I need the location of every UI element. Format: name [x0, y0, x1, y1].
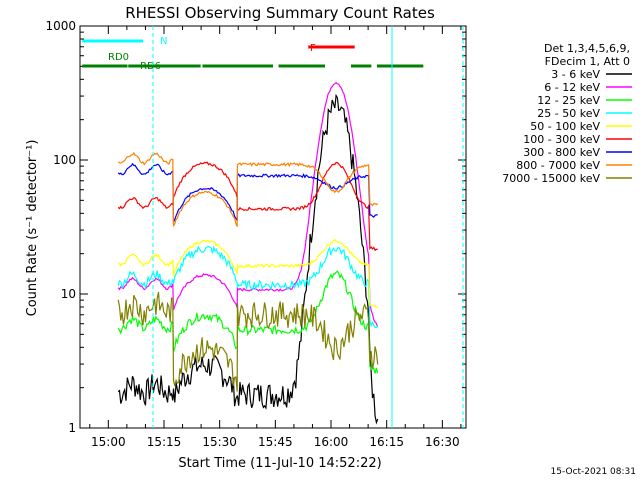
legend-entry-label: 6 - 12 keV	[544, 81, 600, 94]
series-line	[117, 93, 379, 425]
flag-label: F	[310, 43, 316, 54]
flag-layer: N RD0 RD6 F	[82, 26, 464, 428]
y-tick-label: 1	[68, 421, 76, 435]
x-axis-label: Start Time (11-Jul-10 14:52:22)	[178, 456, 381, 471]
legend-header: Det 1,3,4,5,6,9,	[544, 42, 630, 55]
series-line	[117, 245, 379, 329]
series-line	[117, 270, 379, 374]
legend-entry-label: 300 - 800 keV	[523, 146, 600, 159]
x-tick-label: 16:00	[314, 435, 349, 449]
legend-entry-label: 3 - 6 keV	[551, 68, 600, 81]
plot-border	[79, 25, 467, 429]
series-line	[117, 291, 379, 392]
x-tick-label: 15:30	[202, 435, 237, 449]
flag-label: RD0	[108, 52, 129, 63]
y-tick-label: 100	[53, 153, 76, 167]
x-tick-label: 15:15	[147, 435, 182, 449]
legend: Det 1,3,4,5,6,9,FDecim 1, Att 03 - 6 keV…	[502, 42, 632, 185]
flag-label: RD6	[140, 61, 161, 72]
series-line	[117, 162, 378, 223]
chart-title: RHESSI Observing Summary Count Rates	[125, 4, 435, 22]
x-tick-label: 15:00	[91, 435, 126, 449]
footer-date: 15-Oct-2021 08:31	[551, 467, 636, 477]
x-tick-label: 15:45	[258, 435, 293, 449]
legend-entry-label: 100 - 300 keV	[523, 133, 600, 146]
legend-entry-label: 7000 - 15000 keV	[502, 172, 600, 185]
flag-label: N	[160, 36, 167, 47]
y-tick-label: 10	[61, 287, 76, 301]
legend-entry-label: 800 - 7000 keV	[516, 159, 600, 172]
series-line	[117, 82, 379, 328]
series-line	[117, 161, 378, 252]
series-layer	[117, 82, 379, 425]
legend-entry-label: 50 - 100 keV	[530, 120, 600, 133]
plot-frame: 1 10 100 1000 15:00 15:15 15:30 15:45 16:00 16:15…	[45, 19, 467, 449]
y-axis-label: Count Rate (s⁻¹ detector⁻¹)	[25, 140, 40, 317]
series-line	[117, 238, 378, 309]
x-tick-label: 16:30	[425, 435, 460, 449]
legend-entry-label: 12 - 25 keV	[537, 94, 600, 107]
legend-entry-label: 25 - 50 keV	[537, 107, 600, 120]
x-tick-label: 16:15	[369, 435, 404, 449]
y-tick-label: 1000	[45, 19, 76, 33]
series-line	[117, 151, 379, 228]
legend-header: FDecim 1, Att 0	[545, 55, 630, 68]
